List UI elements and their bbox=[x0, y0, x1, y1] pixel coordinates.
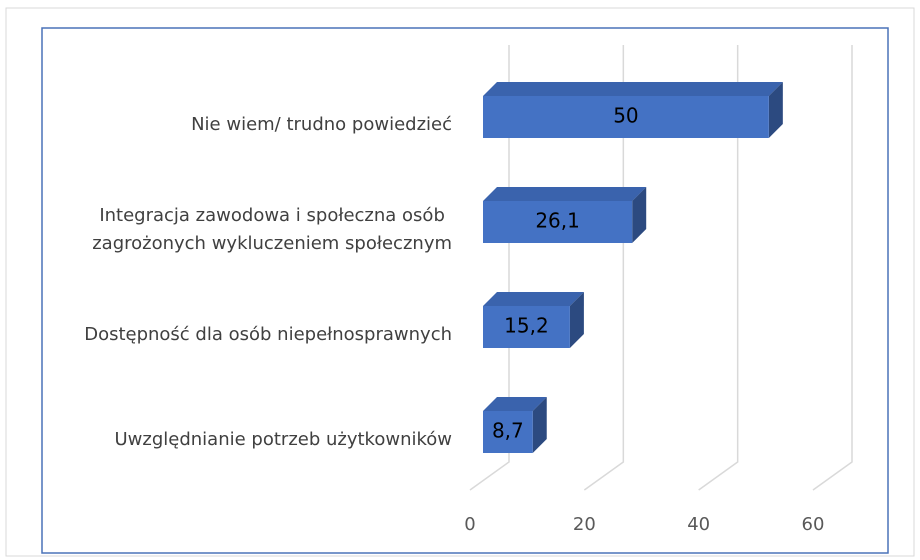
bar bbox=[483, 82, 783, 138]
x-tick-label: 20 bbox=[573, 514, 596, 535]
value-label: 26,1 bbox=[535, 209, 580, 233]
plot-frame bbox=[41, 27, 889, 554]
bar-side bbox=[632, 187, 647, 243]
x-tick-label: 0 bbox=[464, 514, 475, 535]
outer-frame bbox=[5, 7, 915, 557]
bar-front bbox=[483, 96, 769, 138]
bar-front bbox=[483, 411, 533, 453]
category-label: Dostępność dla osób niepełnosprawnych bbox=[84, 324, 452, 345]
value-label: 50 bbox=[613, 104, 638, 128]
bar-top bbox=[483, 397, 547, 411]
grid-line bbox=[583, 45, 625, 491]
bar-front bbox=[483, 306, 570, 348]
category-label: Integracja zawodowa i społeczna osób zag… bbox=[92, 205, 452, 254]
category-label: Uwzględnianie potrzeb użytkowników bbox=[114, 429, 453, 450]
grid-line bbox=[469, 45, 510, 491]
grid-line bbox=[812, 45, 853, 491]
bar-side bbox=[768, 82, 783, 138]
grid-line bbox=[698, 45, 739, 491]
bar-front bbox=[483, 201, 633, 243]
x-tick-label: 40 bbox=[687, 514, 710, 535]
bar-top bbox=[483, 82, 783, 96]
x-tick-label: 60 bbox=[802, 514, 825, 535]
bar-top bbox=[483, 187, 647, 201]
category-label: Nie wiem/ trudno powiedzieć bbox=[191, 114, 452, 135]
bar-side bbox=[532, 397, 547, 453]
value-label: 15,2 bbox=[504, 314, 549, 338]
value-label: 8,7 bbox=[492, 419, 524, 443]
bar bbox=[483, 292, 584, 348]
bar-top bbox=[483, 292, 584, 306]
bar-side bbox=[569, 292, 584, 348]
bar bbox=[483, 397, 547, 453]
bar bbox=[483, 187, 647, 243]
